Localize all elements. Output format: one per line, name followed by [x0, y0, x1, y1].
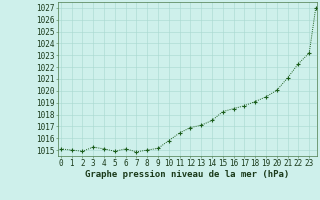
X-axis label: Graphe pression niveau de la mer (hPa): Graphe pression niveau de la mer (hPa) — [85, 170, 289, 179]
